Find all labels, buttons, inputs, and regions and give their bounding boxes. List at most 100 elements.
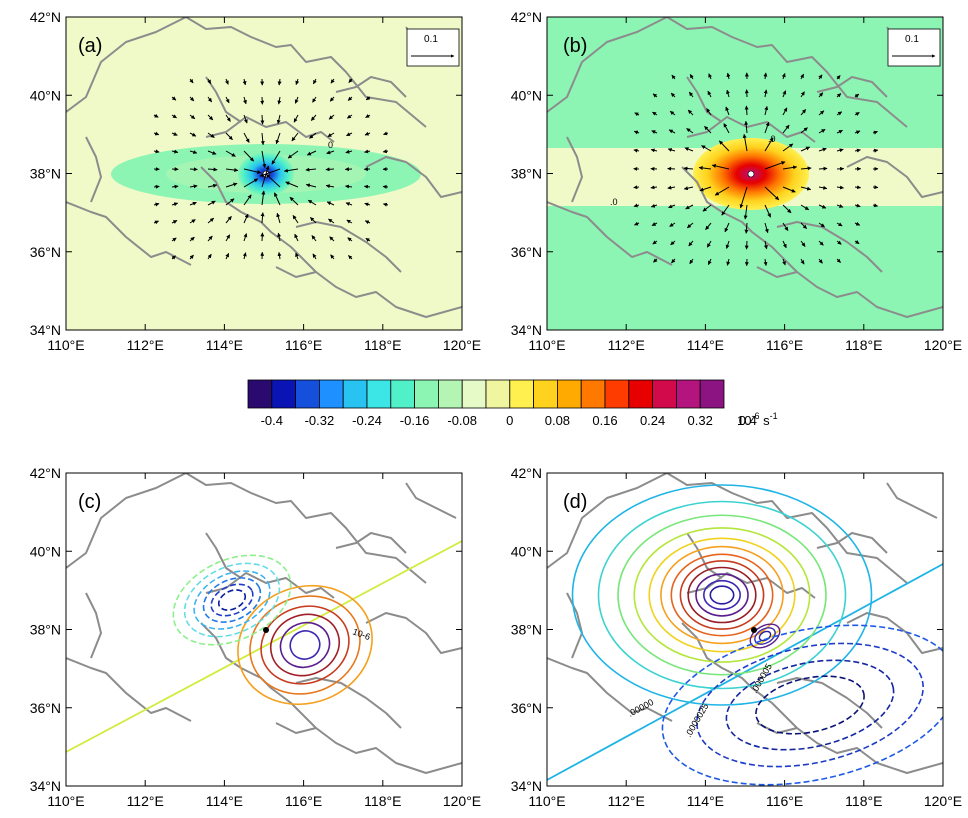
wind-vector xyxy=(689,74,694,80)
negative-contour xyxy=(193,570,271,630)
panel-a-contour-label: 0 xyxy=(328,140,333,150)
colorbar-tick-label: -0.24 xyxy=(352,413,382,428)
wind-vector xyxy=(207,183,218,188)
wind-vector xyxy=(763,89,768,98)
wind-vector xyxy=(781,73,786,80)
wind-vector xyxy=(739,186,748,209)
wind-vector xyxy=(782,124,790,134)
wind-vector xyxy=(326,150,335,155)
wind-vector xyxy=(260,132,265,146)
wind-vector xyxy=(189,132,197,137)
wind-vector xyxy=(207,200,216,206)
wind-vector xyxy=(708,73,712,80)
wind-vector xyxy=(872,130,878,135)
wind-vector xyxy=(326,201,335,206)
negative-contour xyxy=(172,554,292,646)
colorbar-tick-label: -0.4 xyxy=(261,413,283,428)
wind-vector xyxy=(243,114,248,124)
positive-contour xyxy=(633,527,811,663)
wind-vector xyxy=(763,240,768,250)
wind-vector xyxy=(836,148,844,153)
wind-vector xyxy=(706,240,712,248)
panel-b-label: (b) xyxy=(563,35,587,57)
wind-vector xyxy=(277,232,282,242)
wind-vector xyxy=(650,203,658,208)
wind-vector xyxy=(818,147,827,152)
wind-vector xyxy=(207,114,214,121)
wind-vector xyxy=(225,198,235,206)
wind-vector xyxy=(698,165,712,170)
wind-vector xyxy=(207,253,212,260)
colorbar-swatch xyxy=(461,379,487,409)
colorbar-tick-label: 0.08 xyxy=(545,413,570,428)
wind-vector xyxy=(276,212,281,224)
province-boundary xyxy=(335,532,407,554)
wind-vector xyxy=(707,258,712,266)
colorbar-tick-label: 0.4 xyxy=(739,413,757,428)
wind-vector xyxy=(265,173,281,188)
y-tick-label: 42°N xyxy=(30,465,61,481)
wind-vector xyxy=(818,74,823,80)
wind-vector xyxy=(800,109,807,116)
panel-a: 0 (a) 0.1 xyxy=(65,16,463,331)
wind-vector xyxy=(345,202,353,206)
colorbar-swatch xyxy=(247,379,273,409)
wind-vector xyxy=(243,150,255,162)
y-tick-label: 38°N xyxy=(30,166,61,182)
wind-vector xyxy=(207,217,215,224)
wind-vector xyxy=(345,184,353,189)
wind-vector xyxy=(668,129,676,134)
wind-vector xyxy=(836,129,843,134)
wind-vector xyxy=(726,258,731,266)
wind-vector xyxy=(764,137,774,152)
province-boundary xyxy=(295,677,402,729)
wind-vector xyxy=(271,150,281,165)
wind-vector xyxy=(207,235,213,242)
wind-vector xyxy=(764,161,786,170)
y-tick-label: 38°N xyxy=(511,166,542,182)
province-boundary xyxy=(205,572,335,599)
wind-vector xyxy=(292,215,299,224)
province-boundary xyxy=(66,201,192,266)
wind-vector xyxy=(207,167,218,172)
positive-contour xyxy=(679,560,765,630)
y-tick-label: 36°N xyxy=(511,700,542,716)
wind-vector xyxy=(836,204,844,208)
positive-contour xyxy=(279,621,331,669)
y-tick-label: 38°N xyxy=(30,622,61,638)
wind-vector xyxy=(699,186,712,192)
wind-vector xyxy=(171,114,177,119)
x-tick-label: 116°E xyxy=(766,337,803,353)
y-tick-label: 34°N xyxy=(511,322,542,338)
wind-vector xyxy=(782,258,786,266)
wind-vector xyxy=(189,219,196,224)
wind-vector xyxy=(153,113,159,118)
panel-b-vector-key: 0.1 xyxy=(887,28,941,67)
wind-vector xyxy=(764,105,769,116)
colorbar-tick-label: 0.32 xyxy=(688,413,713,428)
wind-vector xyxy=(667,185,676,190)
negative-contour xyxy=(210,583,254,617)
wind-vector xyxy=(836,240,842,245)
wind-vector xyxy=(329,96,335,102)
wind-vector xyxy=(153,149,160,154)
positive-contour xyxy=(687,566,757,624)
panel-c-label: (c) xyxy=(78,491,101,513)
x-tick-label: 114°E xyxy=(687,337,724,353)
colorbar-tick-label: 0.24 xyxy=(640,413,665,428)
province-boundary xyxy=(405,482,457,519)
x-tick-label: 112°E xyxy=(127,793,164,809)
wind-vector xyxy=(275,132,281,145)
province-boundary xyxy=(566,136,583,203)
colorbar-swatch xyxy=(533,379,558,409)
province-boundary xyxy=(547,17,668,113)
wind-vector xyxy=(854,240,860,245)
panel-d-contours xyxy=(571,484,943,786)
colorbar-swatch xyxy=(604,379,630,409)
x-tick-label: 114°E xyxy=(206,337,243,353)
wind-vector xyxy=(325,184,335,189)
province-boundary xyxy=(681,622,798,729)
wind-vector xyxy=(207,96,213,103)
y-tick-label: 42°N xyxy=(511,465,542,481)
colorbar: -0.4 -0.32 -0.24 -0.16 -0.08 0 0.08 0.16 0.24 0.3… xyxy=(247,379,778,428)
